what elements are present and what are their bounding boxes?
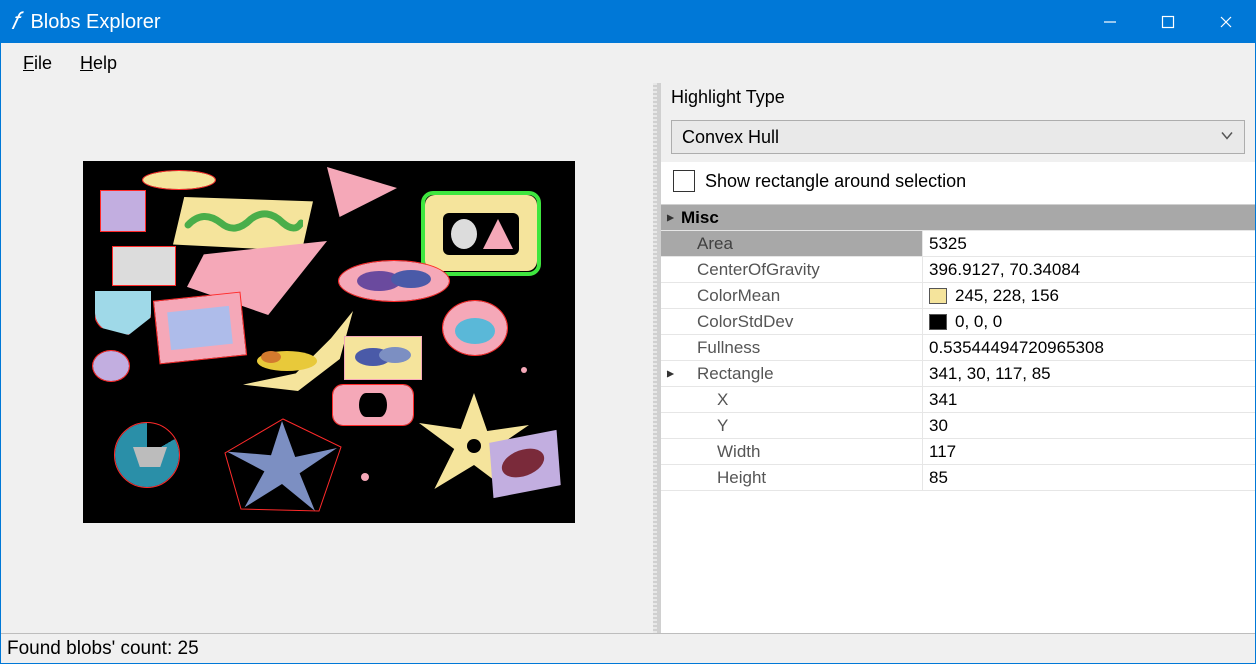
- blob-dot-pink: [521, 367, 527, 373]
- propgrid-name: Height: [679, 465, 923, 490]
- blob-paint-blue: [351, 343, 415, 371]
- blob-dot: [361, 473, 369, 481]
- collapse-icon[interactable]: [661, 205, 679, 230]
- blob-ellipse-lav: [93, 351, 129, 381]
- highlight-type-combo[interactable]: Convex Hull: [671, 120, 1245, 154]
- blob-tri-pink: [327, 167, 397, 217]
- propgrid-value: 245, 228, 156: [923, 283, 1255, 308]
- expand-icon[interactable]: [661, 361, 679, 386]
- spacer: [661, 439, 679, 464]
- propgrid-name: Y: [679, 413, 923, 438]
- blob-paint-teal: [451, 313, 501, 347]
- propgrid-name: X: [679, 387, 923, 412]
- selection-highlight: [421, 191, 541, 276]
- spacer: [661, 309, 679, 334]
- show-rectangle-label: Show rectangle around selection: [705, 171, 966, 192]
- blob-paint-green: [183, 205, 303, 239]
- propgrid-value: 341: [923, 387, 1255, 412]
- app-window: 𝑓 Blobs Explorer File Help: [0, 0, 1256, 664]
- propgrid-name: Width: [679, 439, 923, 464]
- propgrid-row[interactable]: Y30: [661, 413, 1255, 439]
- propgrid-row[interactable]: ColorStdDev0, 0, 0: [661, 309, 1255, 335]
- client-area: Highlight Type Convex Hull Show rectangl…: [1, 83, 1255, 633]
- properties-pane: Highlight Type Convex Hull Show rectangl…: [661, 83, 1255, 633]
- blob-ellipse-tan: [143, 171, 215, 189]
- propgrid-value: 0.53544494720965308: [923, 335, 1255, 360]
- propgrid-value: 5325: [923, 231, 1255, 256]
- spacer: [661, 231, 679, 256]
- propgrid-name: ColorStdDev: [679, 309, 923, 334]
- propgrid-name: Fullness: [679, 335, 923, 360]
- blob-bowtie-hole-r: [373, 393, 387, 417]
- highlight-type-value: Convex Hull: [682, 127, 779, 148]
- blob-paint-purple: [349, 265, 441, 295]
- propgrid-value: 30: [923, 413, 1255, 438]
- propgrid-name: ColorMean: [679, 283, 923, 308]
- show-rectangle-checkbox[interactable]: [673, 170, 695, 192]
- spacer: [661, 335, 679, 360]
- blob-quarter-cyan: [95, 291, 151, 335]
- spacer: [661, 465, 679, 490]
- spacer: [661, 387, 679, 412]
- blob-paint-yellow: [251, 347, 323, 377]
- blob-paint-maroon: [495, 443, 553, 483]
- propgrid-value: 117: [923, 439, 1255, 464]
- propgrid-row[interactable]: Width117: [661, 439, 1255, 465]
- propgrid-name: Rectangle: [679, 361, 923, 386]
- propgrid-value: 341, 30, 117, 85: [923, 361, 1255, 386]
- blob-frame-inner: [167, 306, 233, 350]
- property-grid[interactable]: Misc Area5325CenterOfGravity396.9127, 70…: [661, 204, 1255, 633]
- propgrid-row[interactable]: ColorMean245, 228, 156: [661, 283, 1255, 309]
- blob-bowtie-hole-l: [359, 393, 373, 417]
- propgrid-value: 396.9127, 70.34084: [923, 257, 1255, 282]
- propgrid-value: 0, 0, 0: [923, 309, 1255, 334]
- minimize-button[interactable]: [1081, 1, 1139, 43]
- menu-help[interactable]: Help: [80, 53, 117, 74]
- chevron-down-icon: [1220, 127, 1234, 148]
- propgrid-value: 85: [923, 465, 1255, 490]
- show-rectangle-row[interactable]: Show rectangle around selection: [661, 162, 1255, 204]
- titlebar: 𝑓 Blobs Explorer: [1, 1, 1255, 43]
- statusbar: Found blobs' count: 25: [1, 633, 1255, 663]
- propgrid-row[interactable]: Fullness0.53544494720965308: [661, 335, 1255, 361]
- app-icon: 𝑓: [11, 9, 18, 36]
- propgrid-row[interactable]: Rectangle341, 30, 117, 85: [661, 361, 1255, 387]
- spacer: [661, 413, 679, 438]
- window-title: Blobs Explorer: [30, 11, 1081, 34]
- blob-star-blue-hull: [223, 417, 343, 515]
- blob-rect-lav: [101, 191, 145, 231]
- highlight-type-label: Highlight Type: [661, 83, 1255, 114]
- blob-star-tan-dot: [467, 439, 481, 453]
- propgrid-row[interactable]: CenterOfGravity396.9127, 70.34084: [661, 257, 1255, 283]
- propgrid-group-name: Misc: [679, 205, 923, 230]
- menu-file[interactable]: File: [23, 53, 52, 74]
- spacer: [661, 257, 679, 282]
- blobs-canvas[interactable]: [83, 161, 575, 523]
- propgrid-row[interactable]: Height85: [661, 465, 1255, 491]
- close-button[interactable]: [1197, 1, 1255, 43]
- spacer: [661, 283, 679, 308]
- propgrid-name: CenterOfGravity: [679, 257, 923, 282]
- color-swatch: [929, 288, 947, 304]
- propgrid-row[interactable]: X341: [661, 387, 1255, 413]
- blob-rect-gray: [113, 247, 175, 285]
- propgrid-group-header[interactable]: Misc: [661, 205, 1255, 231]
- propgrid-row[interactable]: Area5325: [661, 231, 1255, 257]
- status-text: Found blobs' count: 25: [7, 638, 199, 660]
- maximize-button[interactable]: [1139, 1, 1197, 43]
- image-pane: [1, 83, 661, 633]
- propgrid-name: Area: [679, 231, 923, 256]
- color-swatch: [929, 314, 947, 330]
- menubar: File Help: [1, 43, 1255, 83]
- window-buttons: [1081, 1, 1255, 43]
